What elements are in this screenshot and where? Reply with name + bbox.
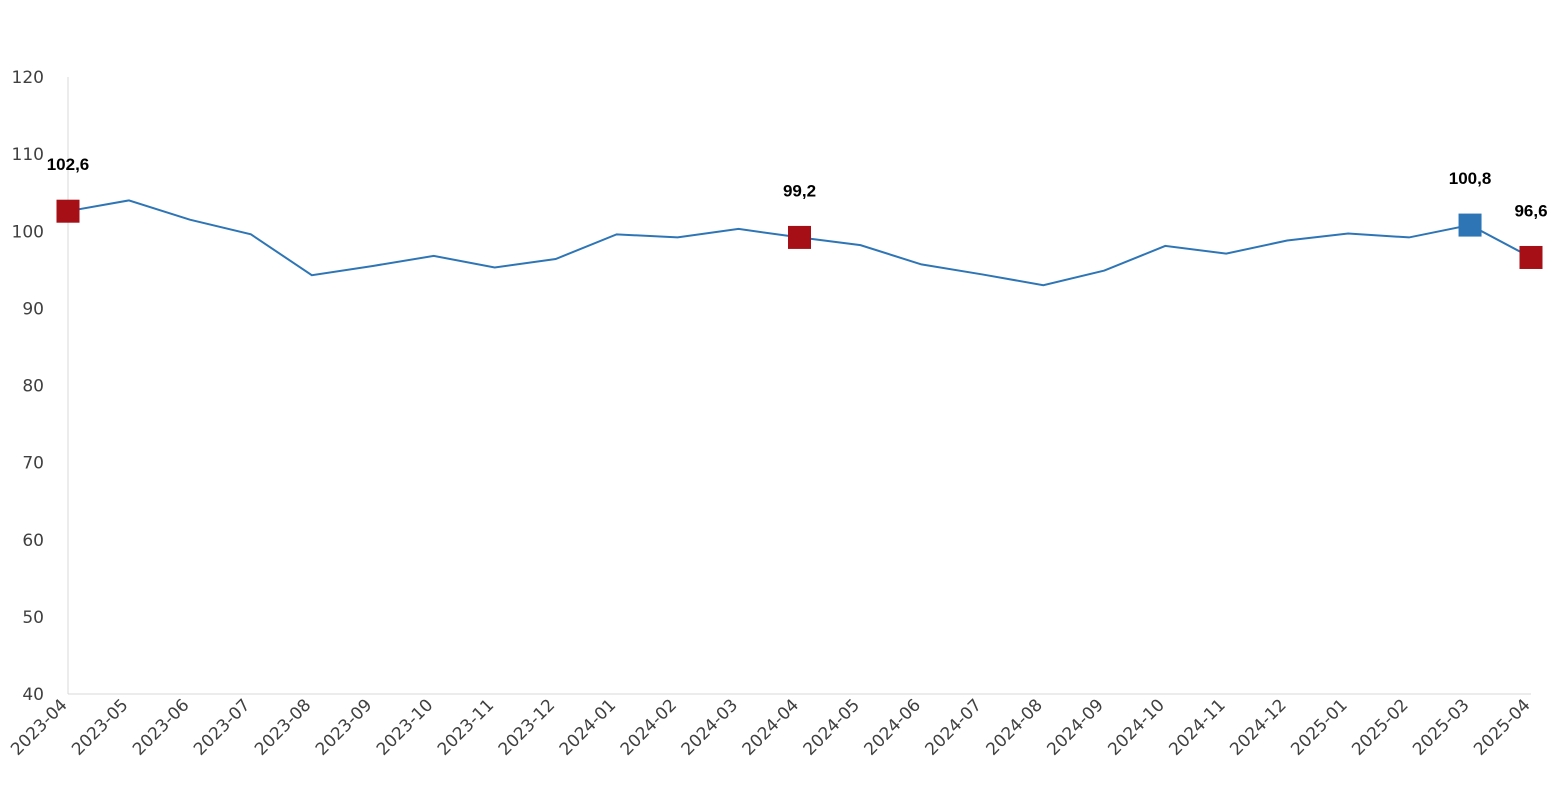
x-tick-label: 2023-07 [190, 695, 254, 759]
x-tick-label: 2023-09 [312, 695, 376, 759]
x-tick-label: 2024-12 [1226, 695, 1290, 759]
x-tick-label: 2025-02 [1348, 695, 1412, 759]
x-tick-label: 2024-05 [800, 695, 864, 759]
x-tick-label: 2023-04 [7, 695, 71, 759]
highlight-marker [1458, 213, 1482, 237]
y-tick-label: 90 [22, 299, 44, 319]
highlight-marker [1519, 245, 1543, 269]
y-tick-label: 100 [12, 222, 44, 242]
highlight-markers [56, 199, 1543, 269]
y-tick-label: 110 [12, 145, 44, 165]
x-tick-label: 2024-01 [556, 695, 620, 759]
x-tick-label: 2025-04 [1470, 695, 1534, 759]
x-tick-label: 2023-08 [251, 695, 315, 759]
data-label: 99,2 [783, 181, 816, 200]
y-tick-label: 60 [22, 531, 44, 551]
x-tick-label: 2023-11 [434, 695, 498, 759]
highlight-marker [56, 199, 80, 223]
x-tick-label: 2024-10 [1104, 695, 1168, 759]
data-label: 102,6 [47, 155, 90, 174]
x-tick-label: 2023-06 [129, 695, 193, 759]
data-labels: 102,6 99,2 100,8 96,6 [47, 155, 1548, 220]
y-tick-label: 50 [22, 608, 44, 628]
x-tick-label: 2024-03 [678, 695, 742, 759]
x-tick-label: 2025-01 [1287, 695, 1351, 759]
y-tick-label: 120 [12, 68, 44, 88]
y-tick-label: 80 [22, 377, 44, 397]
x-tick-label: 2024-11 [1165, 695, 1229, 759]
x-tick-label: 2024-02 [617, 695, 681, 759]
y-tick-label: 70 [22, 454, 44, 474]
y-axis-ticks: 40 50 60 70 80 90 100 110 120 [12, 68, 44, 705]
x-tick-label: 2023-05 [68, 695, 132, 759]
x-tick-label: 2023-12 [495, 695, 559, 759]
x-tick-label: 2024-06 [861, 695, 925, 759]
x-tick-label: 2024-04 [739, 695, 803, 759]
x-tick-label: 2023-10 [373, 695, 437, 759]
y-tick-label: 40 [22, 685, 44, 705]
x-tick-label: 2025-03 [1409, 695, 1473, 759]
data-label: 96,6 [1514, 201, 1547, 220]
highlight-marker [788, 225, 811, 249]
x-tick-label: 2024-08 [983, 695, 1047, 759]
data-label: 100,8 [1449, 169, 1492, 188]
x-axis-ticks: 2023-042023-052023-062023-072023-082023-… [7, 695, 1534, 759]
x-tick-label: 2024-07 [922, 695, 986, 759]
x-tick-label: 2024-09 [1043, 695, 1107, 759]
